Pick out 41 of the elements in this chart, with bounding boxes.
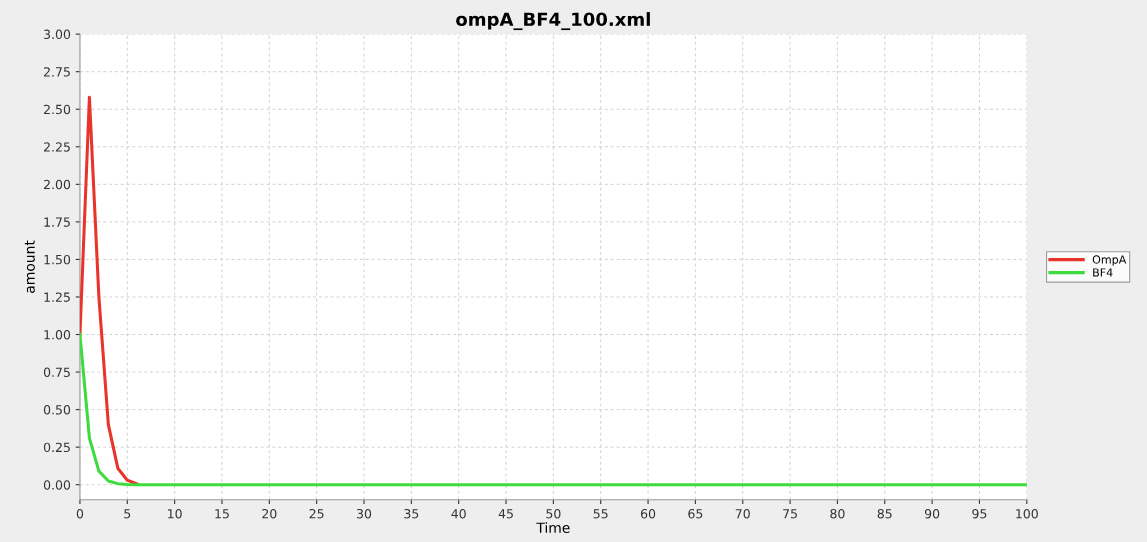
y-tick-label: 0.25	[43, 442, 70, 453]
x-tick-label: 55	[593, 509, 608, 519]
line-series	[79, 332, 1027, 487]
legend-label: OmpA	[1092, 255, 1127, 266]
x-tick-label: 45	[498, 509, 513, 519]
x-tick-label: 20	[262, 508, 277, 519]
x-tick-label: 15	[215, 509, 229, 519]
y-tick-label: 2.50	[44, 104, 71, 115]
line-series	[79, 95, 139, 486]
x-tick-label: 30	[357, 508, 372, 519]
x-tick-label: 80	[830, 508, 845, 519]
y-tick-label: 1.50	[44, 254, 71, 265]
x-tick-label: 70	[735, 508, 750, 519]
x-tick-label: 25	[309, 508, 324, 519]
y-axis-title: amount	[24, 240, 35, 293]
x-tick-label: 40	[451, 508, 466, 519]
x-tick-label: 85	[877, 508, 892, 519]
y-tick-label: 3.00	[44, 29, 71, 40]
x-tick-label: 10	[168, 508, 182, 519]
chart-title: ompA_BF4_100.xml	[456, 12, 650, 31]
x-tick-label: 35	[404, 508, 419, 519]
x-tick-label: 60	[640, 508, 656, 519]
y-tick-label: 1.25	[44, 292, 70, 302]
y-tick-label: 0.50	[43, 405, 71, 415]
x-tick-label: 100	[1016, 508, 1038, 519]
x-tick-label: 90	[924, 508, 940, 519]
y-tick-label: 0.75	[43, 367, 70, 377]
x-tick-label: 95	[972, 508, 987, 519]
x-tick-label: 5	[124, 509, 131, 519]
x-axis-title: Time	[536, 522, 570, 533]
y-tick-label: 2.25	[44, 142, 70, 152]
y-tick-label: 2.75	[44, 67, 70, 77]
x-tick-label: 75	[783, 509, 797, 519]
y-tick-label: 1.00	[44, 329, 71, 340]
y-tick-label: 1.75	[44, 217, 70, 227]
x-tick-label: 65	[688, 508, 703, 519]
x-tick-label: 50	[546, 508, 561, 519]
y-tick-label: 0.00	[43, 480, 71, 490]
x-tick-label: 0	[76, 508, 84, 519]
y-tick-label: 2.00	[44, 179, 71, 190]
legend-label: BF4	[1093, 268, 1113, 277]
